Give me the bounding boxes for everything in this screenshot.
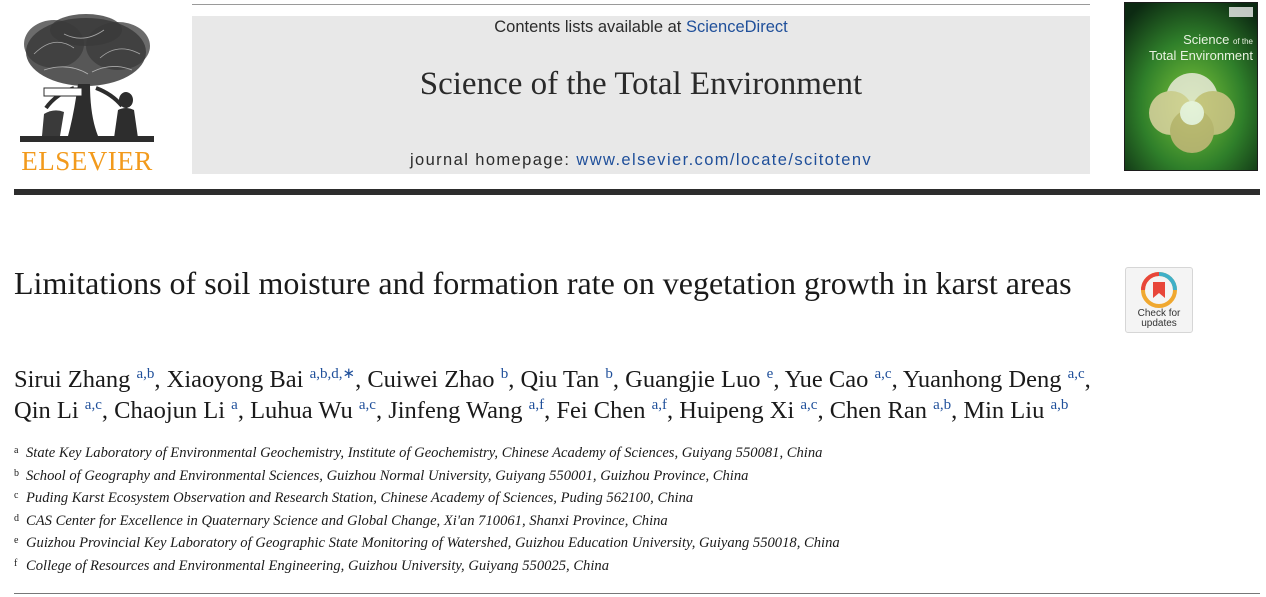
author[interactable]: Jinfeng Wang a,f (388, 397, 545, 424)
author-affiliation-sup[interactable]: a,b (1050, 397, 1069, 413)
author[interactable]: Yuanhong Deng a,c (902, 366, 1085, 393)
check-for-updates-button[interactable]: Check for updates (1125, 267, 1193, 333)
section-divider (14, 593, 1260, 594)
author-affiliation-sup[interactable]: b (605, 366, 613, 382)
author[interactable]: Qin Li a,c (14, 397, 102, 424)
affiliation-mark: a (14, 445, 19, 456)
contents-available-line: Contents lists available at ScienceDirec… (192, 18, 1090, 37)
author[interactable]: Cuiwei Zhao b (367, 366, 509, 393)
article-title: Limitations of soil moisture and formati… (14, 265, 1072, 301)
journal-title[interactable]: Science of the Total Environment (419, 66, 863, 102)
affiliation-item: e Guizhou Provincial Key Laboratory of Ge… (14, 531, 1244, 554)
author-affiliation-sup[interactable]: e (766, 366, 774, 382)
affiliation-list: a State Key Laboratory of Environmental G… (14, 441, 1244, 577)
journal-cover-thumbnail[interactable]: Science of the Total Environment (1124, 2, 1258, 171)
author-affiliation-sup[interactable]: a,c (800, 397, 818, 413)
author-affiliation-sup[interactable]: a,f (528, 397, 545, 413)
author-affiliation-sup[interactable]: a,f (651, 397, 668, 413)
check-updates-icon (1141, 272, 1177, 308)
affiliation-item: b School of Geography and Environmental S… (14, 464, 1244, 487)
cover-title: Science of the Total Environment (1148, 32, 1253, 63)
elsevier-wordmark: ELSEVIER (21, 146, 153, 176)
author[interactable]: Huipeng Xi a,c (679, 397, 818, 424)
affiliation-item: a State Key Laboratory of Environmental G… (14, 441, 1244, 464)
check-updates-label: Check for updates (1137, 308, 1181, 329)
author-affiliation-sup[interactable]: a,c (874, 366, 892, 382)
author-affiliation-sup[interactable]: a,c (84, 397, 102, 413)
author[interactable]: Yue Cao a,c (784, 366, 892, 393)
author-affiliation-sup[interactable]: a (231, 397, 238, 413)
author[interactable]: Guangjie Luo e (625, 366, 774, 393)
author[interactable]: Qiu Tan b (520, 366, 613, 393)
author-list: Sirui Zhang a,b, Xiaoyong Bai a,b,d,∗, C… (14, 366, 1091, 424)
header-top-rule (192, 4, 1090, 5)
homepage-link[interactable]: www.elsevier.com/locate/scitotenv (576, 151, 873, 169)
affiliation-mark: d (14, 512, 19, 524)
elsevier-tree-logo (14, 14, 160, 176)
affiliation-mark: b (14, 467, 19, 479)
affiliation-mark: c (14, 490, 19, 502)
contents-prefix: Contents lists available at (494, 18, 686, 36)
author-affiliation-sup[interactable]: a,b (933, 397, 952, 413)
affiliation-mark: e (14, 535, 19, 547)
author[interactable]: Chen Ran a,b (829, 397, 952, 424)
author-affiliation-sup[interactable]: a,c (358, 397, 376, 413)
author[interactable]: Fei Chen a,f (556, 397, 668, 424)
affiliation-mark: f (14, 557, 18, 569)
author-affiliation-sup[interactable]: b (500, 366, 509, 382)
affiliation-item: c Puding Karst Ecosystem Observation and … (14, 486, 1244, 509)
journal-homepage-line: journal homepage: www.elsevier.com/locat… (192, 151, 1090, 170)
author[interactable]: Sirui Zhang a,b (14, 366, 155, 393)
affiliation-item: d CAS Center for Excellence in Quaternary… (14, 509, 1244, 532)
affiliation-item: f College of Resources and Environmental … (14, 554, 1244, 577)
homepage-prefix: journal homepage: (409, 151, 577, 169)
author[interactable]: Xiaoyong Bai a,b,d,∗ (166, 366, 356, 393)
author-affiliation-sup[interactable]: a,b (136, 366, 155, 382)
author[interactable]: Luhua Wu a,c (250, 397, 376, 424)
author[interactable]: Min Liu a,b (963, 397, 1069, 424)
journal-banner (192, 16, 1090, 174)
header-divider (14, 189, 1260, 195)
author[interactable]: Chaojun Li a (114, 397, 238, 424)
sciencedirect-link[interactable]: ScienceDirect (685, 18, 788, 36)
author-affiliation-sup[interactable]: a,c (1067, 366, 1085, 382)
author-affiliation-sup[interactable]: a,b,d,∗ (309, 366, 356, 382)
